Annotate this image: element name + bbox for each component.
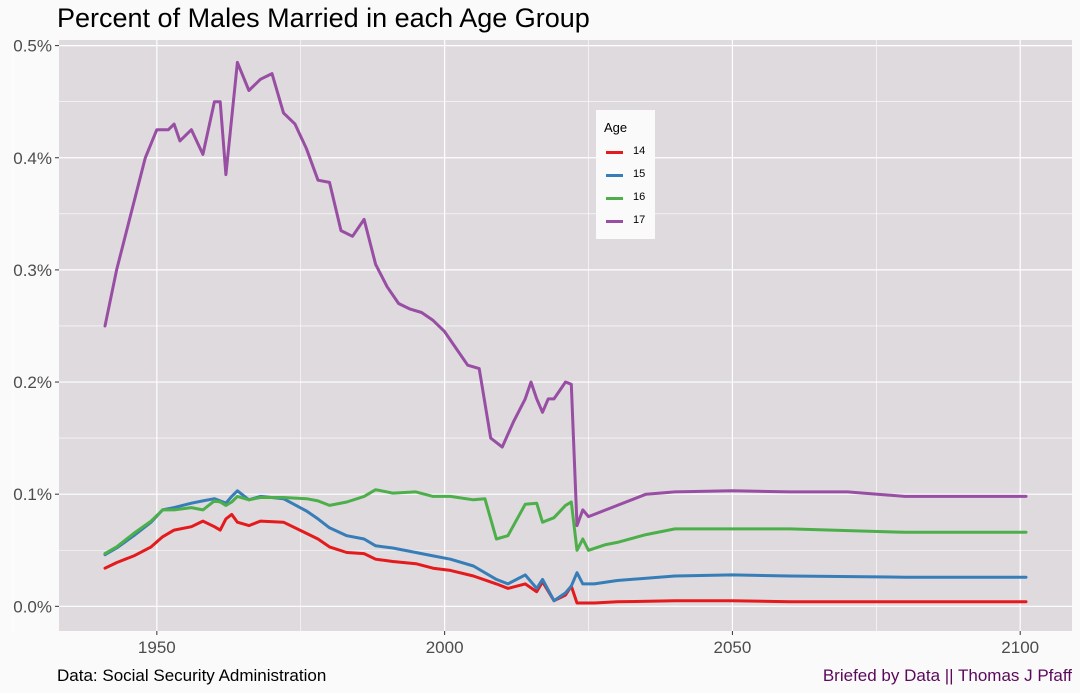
data-source-caption: Data: Social Security Administration [57, 666, 327, 685]
legend-swatch-16 [606, 197, 623, 200]
legend-label-15: 15 [633, 168, 646, 180]
author-credit-caption: Briefed by Data || Thomas J Pfaff [822, 666, 1072, 685]
series-line-16 [103, 488, 1028, 556]
chart-title: Percent of Males Married in each Age Gro… [57, 3, 590, 33]
series-line-17 [103, 60, 1028, 528]
series-line-15 [103, 489, 1028, 603]
y-tick-label: 0.3% [13, 261, 52, 280]
y-tick-label: 0.5% [13, 37, 52, 56]
legend-item-16: 16 [606, 191, 656, 205]
legend-title: Age [604, 120, 628, 135]
legend-item-17: 17 [606, 214, 656, 228]
legend-swatch-15 [606, 174, 623, 177]
legend-swatch-17 [606, 220, 623, 223]
series-lines [103, 60, 1028, 605]
legend-label-14: 14 [633, 145, 646, 157]
series-line-14 [103, 512, 1028, 605]
y-tick-label: 0.0% [13, 597, 52, 616]
plot-panel [59, 40, 1072, 631]
legend-item-15: 15 [606, 168, 656, 182]
y-tick-label: 0.4% [13, 149, 52, 168]
grid-lines [12, 40, 1072, 631]
legend-item-14: 14 [606, 145, 656, 159]
y-tick-label: 0.1% [13, 485, 52, 504]
legend-label-17: 17 [633, 214, 646, 226]
x-tick-label: 1950 [138, 638, 176, 657]
x-tick-label: 2050 [714, 638, 752, 657]
legend-label-16: 16 [633, 191, 646, 203]
x-tick-label: 2100 [1001, 638, 1039, 657]
legend-swatch-14 [606, 151, 623, 154]
legend: Age 14 15 16 17 [596, 110, 655, 239]
x-tick-label: 2000 [426, 638, 464, 657]
axis-labels: 1950 2000 2050 2100 0.0% 0.1% 0.2% 0.3% 0.4% 0.5% [13, 37, 1039, 657]
y-tick-label: 0.2% [13, 373, 52, 392]
